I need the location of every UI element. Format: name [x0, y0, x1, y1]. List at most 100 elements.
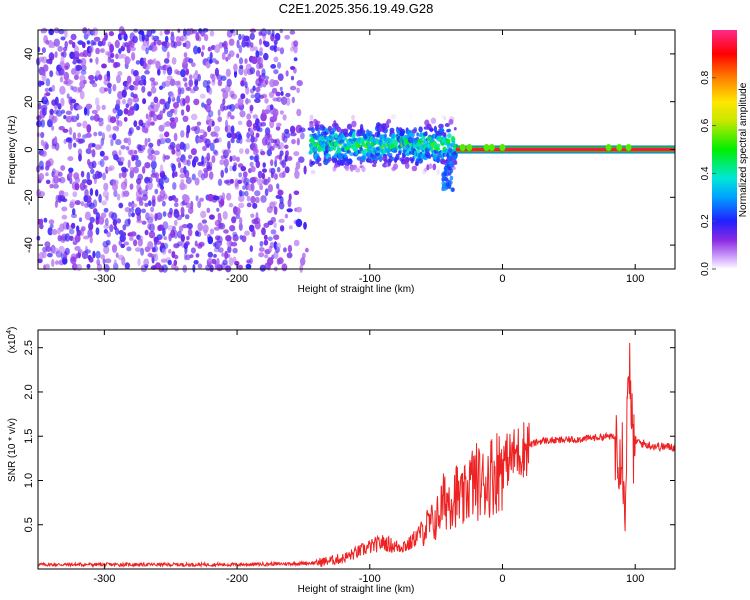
spectrogram-cell — [111, 244, 118, 253]
spectrogram-cell — [40, 104, 48, 111]
spectrogram-cell — [92, 250, 96, 259]
spectrogram-cell — [63, 71, 70, 81]
spectrogram-cell — [161, 247, 167, 255]
spectrogram-cell — [55, 110, 63, 117]
spectrogram-cell — [59, 76, 64, 83]
spectrogram-cell — [339, 159, 346, 166]
spectrogram-cell — [123, 232, 126, 237]
spectrogram-cell — [164, 101, 170, 110]
spectrogram-cell — [58, 245, 65, 254]
spectrogram-cell — [361, 139, 365, 147]
spectrogram-cell — [76, 113, 80, 121]
spectrogram-cell — [300, 257, 306, 266]
spectrogram-cell — [129, 105, 135, 111]
spectrogram-cell — [436, 156, 441, 163]
spectrogram-cell — [257, 82, 263, 88]
spectrogram-cell — [64, 233, 71, 242]
spectrogram-cell — [402, 153, 406, 158]
spectrogram-cell — [451, 137, 456, 142]
spectrogram-cell — [293, 44, 298, 54]
spectrogram-cell — [72, 191, 78, 198]
spectrogram-cell — [185, 68, 190, 76]
spectrogram-cell — [277, 189, 284, 196]
spectrogram-cell — [361, 166, 366, 172]
spectrogram-cell — [449, 180, 453, 185]
spectrogram-cell — [418, 126, 423, 133]
spectrogram-cell — [233, 63, 238, 72]
spectrogram-cell — [225, 124, 232, 134]
svg-text:(x104): (x104) — [6, 327, 18, 354]
y-tick-label: -20 — [23, 189, 35, 205]
spectrogram-cell — [226, 253, 231, 258]
spectrogram-cell — [344, 132, 350, 137]
spectrogram-cell — [217, 235, 223, 244]
spectrogram-cell — [123, 241, 129, 246]
spectrogram-cell — [367, 130, 373, 137]
spectrogram-cell — [101, 63, 107, 69]
spectrogram-cell — [246, 113, 252, 120]
spectrogram-cell — [270, 64, 277, 69]
spectrogram-cell — [139, 235, 144, 242]
spectrogram-cell — [153, 245, 159, 253]
spectrogram-cell — [52, 183, 59, 189]
spectrogram-cell — [264, 188, 269, 197]
spectrogram-cell — [109, 224, 114, 233]
spectrogram-cell — [391, 156, 395, 161]
spectrogram-cell — [270, 216, 276, 223]
spectrogram-cell — [153, 150, 160, 156]
spectrogram-cell — [184, 82, 188, 88]
spectrogram-cell — [261, 172, 266, 180]
spectrogram-cell — [117, 109, 123, 117]
spectrogram-cell — [293, 67, 297, 74]
spectrogram-cell — [186, 235, 190, 241]
spectrogram-cell — [209, 30, 215, 37]
spectrogram-cell — [227, 111, 232, 117]
spectrogram-cell — [167, 96, 171, 104]
spectrogram-cell — [271, 29, 275, 37]
spectrogram-cell — [102, 172, 106, 181]
spectrogram-cell — [295, 218, 303, 228]
spectrogram-cell — [77, 40, 84, 45]
spectrogram-cell — [355, 167, 361, 173]
spectrogram-cell — [309, 122, 314, 129]
spectrogram-cell — [255, 50, 260, 58]
spectrogram-cell — [74, 246, 81, 251]
spectrogram-cell — [293, 40, 299, 47]
spectrogram-cell — [103, 207, 109, 213]
spectrogram-cell — [274, 138, 280, 146]
spectrogram-cell — [390, 114, 397, 120]
spectrogram-cell — [51, 84, 56, 92]
spectrogram-cell — [197, 222, 203, 232]
spectrogram-cell — [286, 208, 293, 213]
tone-feature — [625, 144, 632, 151]
spectrogram-cell — [168, 249, 172, 254]
spectrogram-cell — [158, 178, 164, 187]
spectrogram-cell — [142, 98, 147, 105]
spectrogram-cell — [274, 32, 281, 41]
spectrogram-cell — [280, 96, 288, 105]
spectrogram-cell — [121, 170, 127, 178]
snr-series-line — [37, 342, 676, 569]
spectrogram-cell — [150, 206, 155, 213]
spectrogram-cell — [446, 138, 451, 144]
spectrogram-cell — [127, 97, 133, 107]
spectrogram-cell — [129, 149, 136, 157]
spectrogram-cell — [444, 149, 449, 153]
spectrogram-cell — [259, 47, 263, 53]
spectrogram-cell — [152, 81, 159, 86]
snr-y-scale-label: (x104) — [6, 327, 18, 354]
spectrogram-cell — [89, 188, 94, 196]
spectrogram-cell — [453, 154, 457, 161]
spectrogram-cell — [201, 155, 205, 165]
spectrogram-cell — [148, 230, 156, 239]
spectrogram-cell — [275, 91, 281, 97]
spectrogram-cell — [137, 258, 141, 266]
spectrogram-cell — [279, 47, 285, 55]
spectrogram-cell — [70, 222, 76, 229]
spectrogram-cell — [227, 246, 232, 254]
spectrogram-cell — [91, 82, 98, 88]
spectrogram-cell — [260, 195, 267, 203]
spectrogram-cell — [250, 195, 256, 204]
spectrogram-cell — [146, 181, 153, 190]
spectrogram-cell — [133, 239, 138, 247]
